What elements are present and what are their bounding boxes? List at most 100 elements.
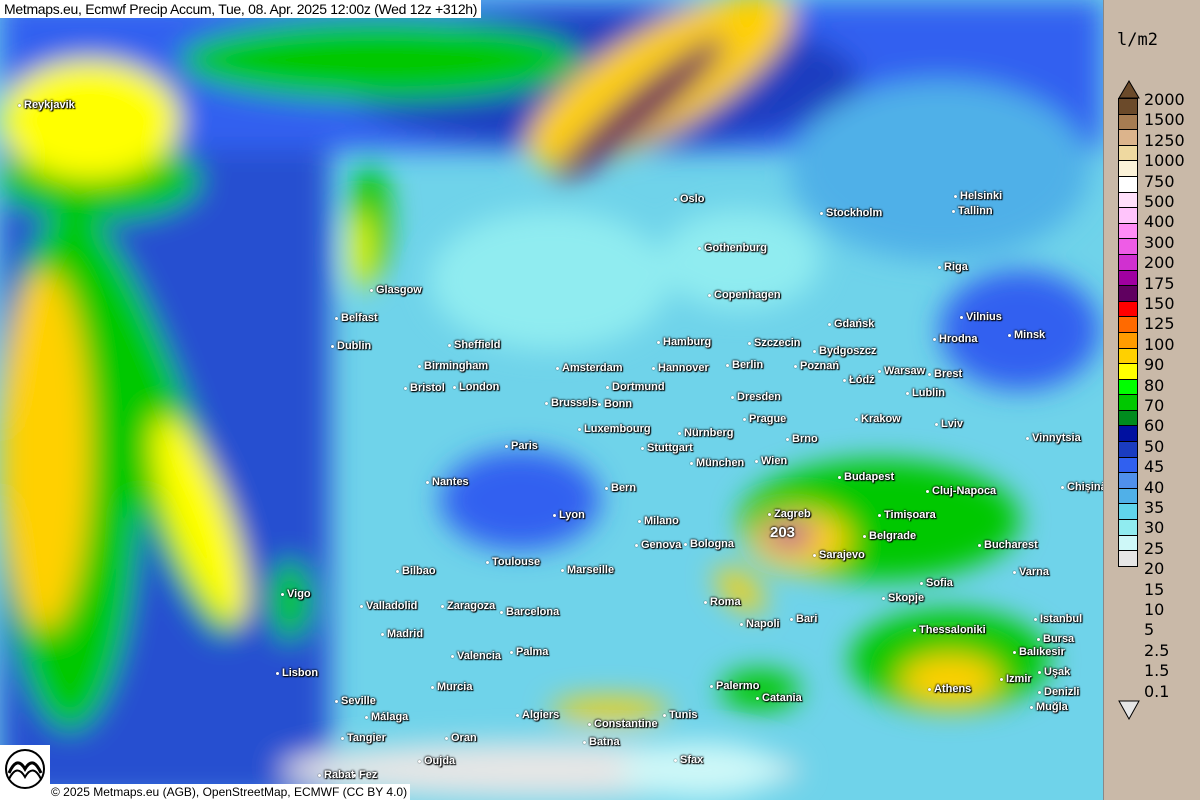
city-dot-icon: [448, 343, 451, 347]
max-value-label: 203: [770, 524, 796, 541]
city-label: Timișoara: [878, 509, 936, 521]
city-label: Lisbon: [276, 667, 318, 679]
city-label: Istanbul: [1034, 613, 1082, 625]
city-dot-icon: [690, 461, 693, 465]
city-name: Seville: [341, 695, 376, 707]
city-name: Uşak: [1044, 666, 1071, 678]
city-label: Toulouse: [486, 556, 540, 568]
city-name: Rabat: [324, 769, 355, 781]
legend-swatch: [1118, 473, 1138, 489]
city-label: Gdańsk: [828, 318, 874, 330]
city-name: Chișinău: [1067, 481, 1103, 493]
city-label: Budapest: [838, 471, 894, 483]
legend-level: 5: [1144, 620, 1155, 640]
city-label: Dortmund: [606, 381, 665, 393]
city-dot-icon: [663, 713, 666, 717]
city-dot-icon: [813, 349, 816, 353]
legend-level: 100: [1144, 334, 1175, 354]
city-dot-icon: [578, 427, 581, 431]
city-label: Milano: [638, 515, 679, 527]
city-name: Madrid: [387, 628, 424, 640]
city-label: Madrid: [381, 628, 423, 640]
city-name: Izmir: [1006, 673, 1032, 685]
legend-min-arrow: [1118, 700, 1140, 720]
city-dot-icon: [638, 519, 641, 523]
city-name: Helsinki: [960, 190, 1003, 202]
city-label: Barcelona: [500, 606, 559, 618]
city-name: Zagreb: [774, 508, 811, 520]
city-dot-icon: [641, 446, 644, 450]
city-name: Prague: [749, 413, 787, 425]
city-label: Bologna: [684, 538, 734, 550]
city-name: Balıkesir: [1019, 646, 1065, 658]
city-dot-icon: [281, 592, 284, 596]
city-name: Bilbao: [402, 565, 436, 577]
city-dot-icon: [1037, 637, 1040, 641]
legend-level: 2.5: [1144, 640, 1170, 660]
legend-level: 1000: [1144, 151, 1185, 171]
city-label: Szczecin: [748, 337, 800, 349]
city-name: Tallinn: [958, 205, 993, 217]
city-name: Gothenburg: [704, 242, 767, 254]
city-name: Thessaloniki: [919, 624, 986, 636]
city-label: Brussels: [545, 397, 597, 409]
city-name: Catania: [762, 692, 802, 704]
city-name: Oran: [451, 732, 477, 744]
legend-swatch: [1118, 457, 1138, 474]
legend-level: 500: [1144, 192, 1175, 211]
city-dot-icon: [813, 553, 816, 557]
city-dot-icon: [1038, 670, 1041, 674]
city-name: Dortmund: [612, 381, 665, 393]
city-name: Bern: [611, 482, 637, 494]
city-label: Fez: [353, 769, 377, 781]
legend-swatch: [1118, 130, 1138, 146]
city-label: Zaragoza: [441, 600, 495, 612]
legend-swatch: [1118, 395, 1138, 411]
city-label: Gothenburg: [698, 242, 767, 254]
legend-bar: [1118, 98, 1138, 567]
city-dot-icon: [396, 569, 399, 573]
city-name: Málaga: [371, 711, 409, 723]
city-dot-icon: [318, 773, 321, 777]
city-dot-icon: [838, 475, 841, 479]
city-name: Roma: [710, 596, 741, 608]
legend-swatch: [1118, 208, 1138, 224]
map-title: Metmaps.eu, Ecmwf Precip Accum, Tue, 08.…: [0, 0, 482, 18]
city-dot-icon: [674, 197, 677, 201]
city-name: Palermo: [716, 680, 760, 692]
city-dot-icon: [710, 684, 713, 688]
precip-field: [0, 0, 1103, 800]
legend-swatch: [1118, 161, 1138, 177]
city-name: Wien: [761, 455, 788, 467]
city-label: Rabat: [318, 769, 355, 781]
legend-level: 1250: [1144, 130, 1185, 150]
city-dot-icon: [445, 736, 448, 740]
city-label: Tangier: [341, 732, 386, 744]
city-name: Bristol: [410, 382, 445, 394]
city-dot-icon: [583, 740, 586, 744]
legend-swatch: [1118, 98, 1138, 115]
city-dot-icon: [926, 489, 929, 493]
color-legend: l/m2 2000 1500 1250 1000 750 500 400 300 200 175 1…: [1103, 0, 1200, 800]
city-name: Hannover: [658, 362, 709, 374]
legend-level: 45: [1144, 457, 1165, 477]
city-dot-icon: [276, 671, 279, 675]
city-label: Bristol: [404, 382, 445, 394]
city-dot-icon: [588, 722, 591, 726]
legend-max-arrow: [1118, 80, 1140, 99]
city-label: Bursa: [1037, 633, 1074, 645]
city-dot-icon: [561, 568, 564, 572]
city-label: Hannover: [652, 362, 709, 374]
city-dot-icon: [913, 628, 916, 632]
city-dot-icon: [404, 386, 407, 390]
precipitation-map[interactable]: Metmaps.eu, Ecmwf Precip Accum, Tue, 08.…: [0, 0, 1103, 800]
legend-swatch: [1118, 145, 1138, 162]
legend-swatch: [1118, 379, 1138, 396]
legend-level: 175: [1144, 273, 1175, 293]
legend-swatch: [1118, 504, 1138, 521]
city-dot-icon: [500, 610, 503, 614]
city-dot-icon: [906, 391, 909, 395]
copyright: © 2025 Metmaps.eu (AGB), OpenStreetMap, …: [48, 784, 411, 800]
city-name: Warsaw: [884, 365, 926, 377]
city-dot-icon: [331, 344, 334, 348]
